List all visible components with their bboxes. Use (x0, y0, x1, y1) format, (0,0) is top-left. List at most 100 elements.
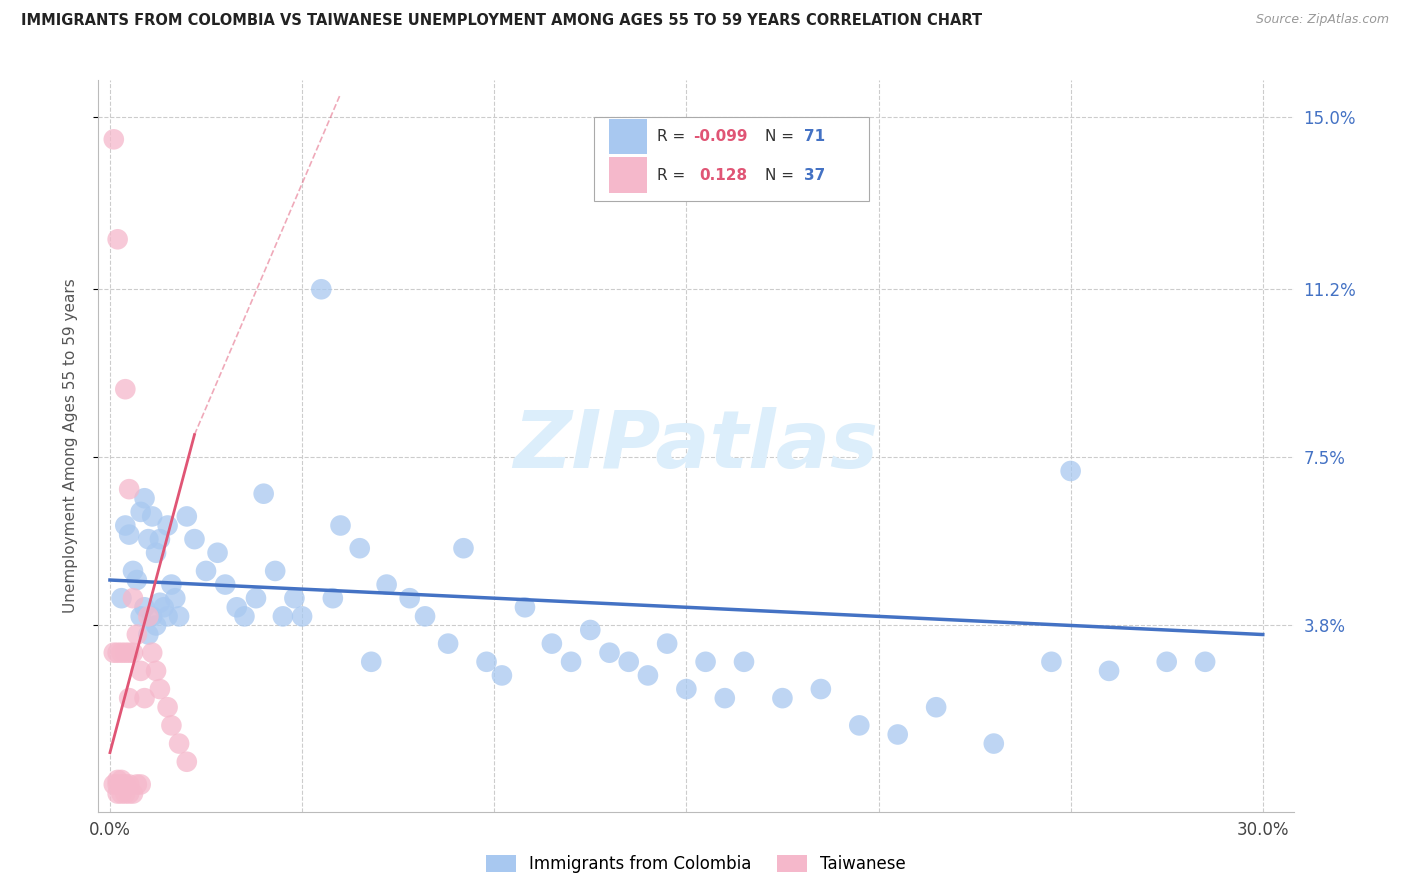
Taiwanese (149, 681, 172, 696)
Text: 71: 71 (804, 128, 825, 144)
Taiwanese (114, 777, 136, 791)
Immigrants from Colombia (541, 637, 564, 651)
Immigrants from Colombia (129, 609, 152, 624)
Immigrants from Colombia (214, 577, 236, 591)
Immigrants from Colombia (141, 609, 163, 624)
Taiwanese (138, 609, 160, 624)
Taiwanese (122, 591, 145, 606)
Immigrants from Colombia (599, 646, 621, 660)
Immigrants from Colombia (165, 591, 187, 606)
Immigrants from Colombia (118, 527, 141, 541)
Immigrants from Colombia (1098, 664, 1121, 678)
Immigrants from Colombia (207, 546, 229, 560)
Taiwanese (141, 646, 163, 660)
Immigrants from Colombia (1194, 655, 1216, 669)
Text: 37: 37 (804, 168, 825, 183)
Immigrants from Colombia (134, 600, 156, 615)
Immigrants from Colombia (138, 532, 160, 546)
Immigrants from Colombia (657, 637, 679, 651)
Taiwanese (107, 232, 129, 246)
Immigrants from Colombia (1156, 655, 1178, 669)
Taiwanese (103, 777, 125, 791)
Taiwanese (114, 787, 136, 801)
Taiwanese (156, 700, 179, 714)
Immigrants from Colombia (149, 532, 172, 546)
Taiwanese (125, 777, 148, 791)
Immigrants from Colombia (491, 668, 513, 682)
Immigrants from Colombia (149, 596, 172, 610)
Immigrants from Colombia (264, 564, 287, 578)
Taiwanese (110, 646, 132, 660)
Immigrants from Colombia (125, 573, 148, 587)
Immigrants from Colombia (253, 486, 276, 500)
Immigrants from Colombia (122, 564, 145, 578)
Immigrants from Colombia (134, 491, 156, 506)
Immigrants from Colombia (160, 577, 183, 591)
Immigrants from Colombia (360, 655, 382, 669)
Immigrants from Colombia (138, 627, 160, 641)
Text: IMMIGRANTS FROM COLOMBIA VS TAIWANESE UNEMPLOYMENT AMONG AGES 55 TO 59 YEARS COR: IMMIGRANTS FROM COLOMBIA VS TAIWANESE UN… (21, 13, 983, 29)
Text: 0.128: 0.128 (700, 168, 748, 183)
Immigrants from Colombia (513, 600, 536, 615)
Taiwanese (167, 737, 190, 751)
Immigrants from Colombia (1059, 464, 1081, 478)
Immigrants from Colombia (145, 546, 167, 560)
Immigrants from Colombia (167, 609, 190, 624)
Immigrants from Colombia (225, 600, 247, 615)
Taiwanese (110, 787, 132, 801)
Immigrants from Colombia (475, 655, 498, 669)
Taiwanese (107, 646, 129, 660)
Text: R =: R = (657, 168, 695, 183)
Taiwanese (103, 132, 125, 146)
Taiwanese (107, 772, 129, 787)
Taiwanese (118, 691, 141, 706)
Immigrants from Colombia (283, 591, 305, 606)
Taiwanese (122, 646, 145, 660)
Immigrants from Colombia (233, 609, 256, 624)
Immigrants from Colombia (713, 691, 735, 706)
Taiwanese (176, 755, 198, 769)
Immigrants from Colombia (637, 668, 659, 682)
Immigrants from Colombia (1040, 655, 1063, 669)
Taiwanese (160, 718, 183, 732)
Immigrants from Colombia (245, 591, 267, 606)
Immigrants from Colombia (291, 609, 314, 624)
Immigrants from Colombia (195, 564, 218, 578)
Immigrants from Colombia (311, 282, 333, 296)
Taiwanese (118, 787, 141, 801)
Immigrants from Colombia (183, 532, 205, 546)
Taiwanese (107, 777, 129, 791)
Immigrants from Colombia (329, 518, 352, 533)
Immigrants from Colombia (398, 591, 420, 606)
Immigrants from Colombia (848, 718, 870, 732)
Immigrants from Colombia (176, 509, 198, 524)
FancyBboxPatch shape (609, 119, 647, 153)
Immigrants from Colombia (129, 505, 152, 519)
Taiwanese (134, 691, 156, 706)
Immigrants from Colombia (886, 727, 908, 741)
Immigrants from Colombia (349, 541, 371, 556)
Legend: Immigrants from Colombia, Taiwanese: Immigrants from Colombia, Taiwanese (486, 855, 905, 873)
FancyBboxPatch shape (595, 117, 869, 201)
Immigrants from Colombia (271, 609, 294, 624)
Text: R =: R = (657, 128, 690, 144)
Immigrants from Colombia (770, 691, 793, 706)
Text: N =: N = (765, 128, 799, 144)
Immigrants from Colombia (675, 681, 697, 696)
Immigrants from Colombia (983, 737, 1005, 751)
Immigrants from Colombia (925, 700, 948, 714)
Immigrants from Colombia (141, 509, 163, 524)
Taiwanese (125, 627, 148, 641)
Immigrants from Colombia (145, 618, 167, 632)
Text: ZIPatlas: ZIPatlas (513, 407, 879, 485)
Taiwanese (118, 646, 141, 660)
Immigrants from Colombia (413, 609, 436, 624)
Immigrants from Colombia (810, 681, 832, 696)
Immigrants from Colombia (322, 591, 344, 606)
Taiwanese (114, 646, 136, 660)
Immigrants from Colombia (375, 577, 398, 591)
Immigrants from Colombia (560, 655, 582, 669)
Immigrants from Colombia (453, 541, 475, 556)
Taiwanese (118, 482, 141, 496)
Immigrants from Colombia (617, 655, 640, 669)
